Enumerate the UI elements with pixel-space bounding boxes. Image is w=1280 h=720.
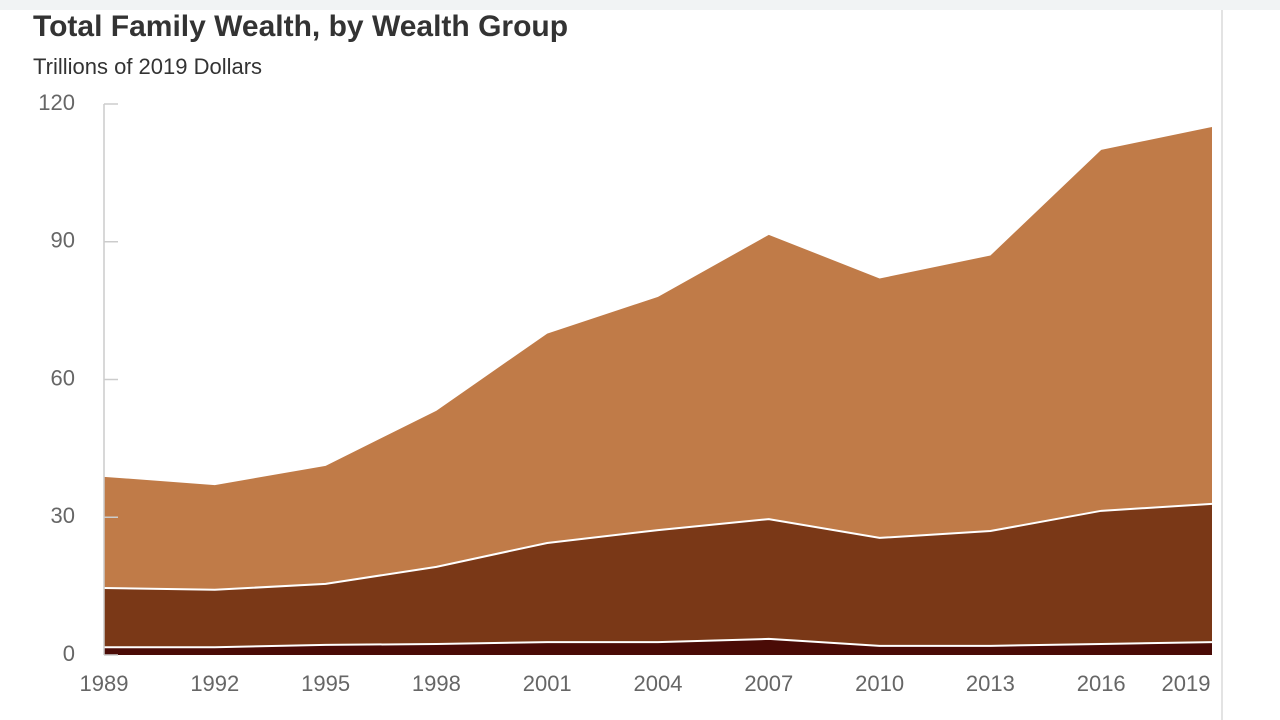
y-tick-label: 120 bbox=[38, 90, 75, 115]
x-tick-label: 2004 bbox=[634, 671, 683, 696]
area bbox=[104, 638, 1212, 655]
y-tick-label: 30 bbox=[51, 503, 75, 528]
x-tick-label: 1992 bbox=[190, 671, 239, 696]
x-tick-label: 2010 bbox=[855, 671, 904, 696]
x-tick-label: 1989 bbox=[80, 671, 129, 696]
x-tick-label: 1998 bbox=[412, 671, 461, 696]
y-tick-label: 60 bbox=[51, 365, 75, 390]
y-tick-label: 90 bbox=[51, 228, 75, 253]
y-tick-label: 0 bbox=[63, 641, 75, 666]
area bbox=[104, 503, 1212, 648]
x-tick-label: 2016 bbox=[1077, 671, 1126, 696]
browser-bar bbox=[0, 0, 1280, 10]
x-tick-label: 1995 bbox=[301, 671, 350, 696]
x-tick-label: 2007 bbox=[744, 671, 793, 696]
area bbox=[104, 126, 1212, 590]
area-edge bbox=[104, 637, 1213, 649]
x-tick-label: 2001 bbox=[523, 671, 572, 696]
x-tick-label: 2013 bbox=[966, 671, 1015, 696]
area-edge bbox=[103, 502, 1213, 591]
chart-title: Total Family Wealth, by Wealth Group bbox=[33, 10, 568, 43]
chart-subtitle: Trillions of 2019 Dollars bbox=[33, 54, 262, 79]
x-tick-label: 2019 bbox=[1162, 671, 1211, 696]
